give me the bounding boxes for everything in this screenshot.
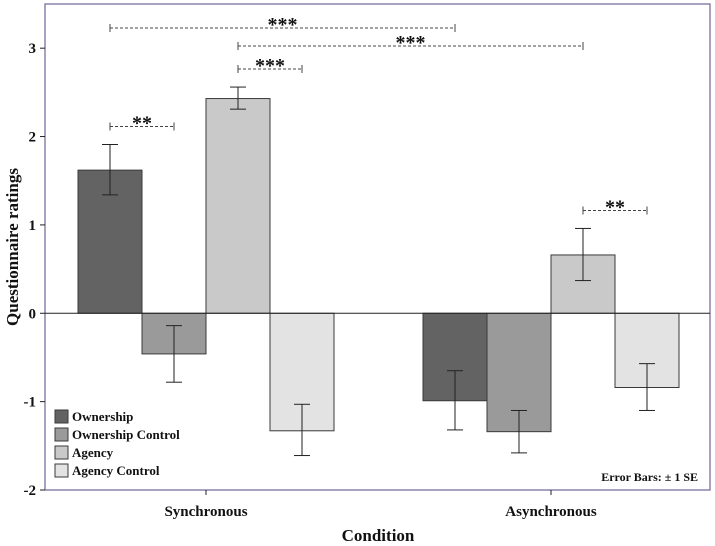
- significance-label: **: [605, 196, 625, 218]
- significance-label: ***: [255, 55, 285, 77]
- bar: [205, 98, 271, 314]
- significance-label: ***: [396, 32, 426, 54]
- plot-frame: [44, 3, 711, 491]
- y-tick-label: -2: [24, 483, 37, 499]
- significance-label: ***: [268, 14, 298, 36]
- x-tick-label: Asynchronous: [505, 504, 597, 520]
- legend-swatch: [54, 409, 69, 424]
- error-bar-note: Error Bars: ± 1 SE: [601, 470, 698, 484]
- y-tick-label: 3: [29, 41, 37, 57]
- x-tick-label: Synchronous: [164, 504, 247, 520]
- y-tick-label: 0: [29, 306, 37, 322]
- significance-label: **: [132, 112, 152, 134]
- legend-label: Agency: [72, 445, 114, 460]
- legend-swatch: [54, 427, 69, 442]
- y-tick-label: 1: [29, 218, 37, 234]
- y-tick-label: -1: [24, 395, 37, 411]
- legend-label: Agency Control: [72, 463, 160, 478]
- legend-swatch: [54, 463, 69, 478]
- y-tick-label: 2: [29, 130, 37, 146]
- legend-label: Ownership Control: [72, 427, 180, 442]
- legend-label: Ownership: [72, 409, 133, 424]
- x-axis-title: Condition: [342, 526, 415, 545]
- y-axis-title: Questionnaire ratings: [3, 168, 22, 326]
- legend-swatch: [54, 445, 69, 460]
